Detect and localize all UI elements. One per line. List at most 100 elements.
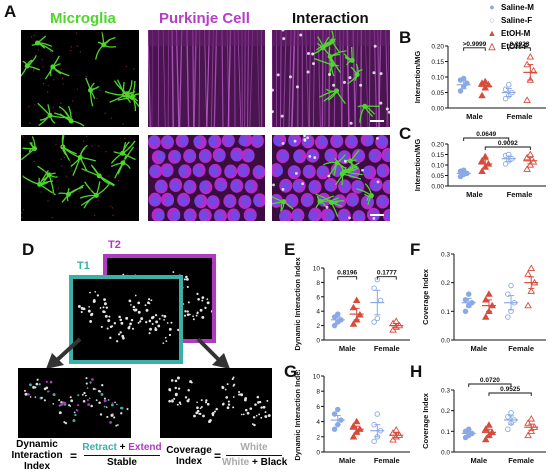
chart-c: 0.00 0.05 0.10 0.15 0.20 Interaction/MG Male Fe… (413, 131, 546, 199)
y-tick-label: 0.00 (431, 106, 444, 113)
y-tick-label: 0.00 (431, 184, 444, 191)
dynamic-result-image (18, 368, 131, 438)
data-point (349, 303, 358, 311)
data-point (529, 66, 538, 74)
data-point (371, 319, 377, 325)
dynamic-fraction-bar (84, 455, 160, 456)
y-axis-label: Dynamic Interaction Index (293, 370, 302, 461)
legend-item-etoh-f: △ EtOH-F (486, 41, 529, 52)
data-point (349, 320, 358, 327)
arrow-right-icon (196, 337, 230, 369)
significance-bracket (463, 47, 486, 51)
header-purkinje: Purkinje Cell (159, 10, 250, 27)
significance-bracket (508, 47, 531, 51)
dynamic-index-label: Dynamic Interaction Index (11, 439, 63, 472)
p-value-label: 0.1777 (377, 270, 397, 277)
legend: ● Saline-M ○ Saline-F ▲ EtOH-M △ EtOH-F (486, 2, 550, 54)
legend-label: Saline-M (501, 2, 534, 12)
y-axis-label: Coverage Index (421, 268, 430, 325)
data-point (523, 96, 531, 103)
t1-frame (69, 275, 183, 364)
y-tick-label: 0.3 (441, 252, 450, 259)
data-point (485, 290, 493, 297)
panel-label-h: H (410, 362, 423, 381)
x-tick-label: Female (507, 112, 533, 121)
data-point (505, 314, 511, 320)
y-tick-label: 0.05 (431, 173, 444, 180)
y-tick-label: 0.2 (441, 408, 450, 415)
y-tick-label: 2 (316, 323, 320, 330)
p-value-label: 0.0720 (480, 377, 500, 384)
retract-term: Retract (82, 442, 117, 453)
coverage-index-label: Coverage Index (166, 445, 212, 467)
micrograph-interaction-bottom (272, 135, 390, 221)
y-tick-label: 0.20 (431, 142, 444, 149)
data-point (352, 296, 361, 304)
data-point (502, 161, 509, 167)
significance-bracket (337, 276, 358, 280)
t1-label: T1 (77, 260, 90, 272)
dynamic-denominator: Stable (106, 457, 137, 468)
data-point (374, 315, 381, 322)
open-circle-icon: ○ (489, 15, 495, 25)
data-point (371, 285, 377, 291)
data-point (481, 313, 490, 320)
chart-g: 0 2 4 6 8 10 Dynamic Interaction Index Male Fema… (293, 370, 410, 465)
y-tick-label: 6 (316, 404, 320, 411)
data-point (478, 167, 486, 174)
dynamic-equals: = (70, 449, 78, 463)
x-tick-label: Male (339, 456, 356, 465)
y-tick-label: 0.2 (441, 280, 450, 287)
coverage-numerator: White (240, 442, 268, 453)
p-value-label: 0.9092 (498, 140, 518, 147)
data-point (505, 426, 511, 433)
legend-label: Saline-F (501, 15, 533, 25)
y-tick-label: 8 (316, 389, 320, 396)
x-tick-label: Male (466, 112, 483, 121)
y-tick-label: 6 (316, 294, 320, 301)
legend-label: EtOH-F (501, 42, 529, 51)
y-axis-label: Dynamic Interaction Index (293, 256, 302, 350)
chart-b: 0.00 0.05 0.10 0.15 0.20 Interaction/MG Male Fe… (413, 41, 546, 121)
data-point (502, 95, 509, 102)
panel-label-f: F (410, 240, 421, 259)
x-tick-label: Female (507, 190, 533, 199)
chart-f: 0.0 0.1 0.2 0.3 Coverage Index Male Female (421, 252, 546, 353)
x-tick-label: Female (374, 456, 400, 465)
data-point (526, 150, 535, 158)
chart-h: 0.0 0.1 0.2 0.3 Coverage Index Male Female 0.07… (421, 377, 546, 465)
p-value-label: 0.0649 (476, 131, 496, 138)
data-point (527, 264, 536, 271)
panel-label-c: C (399, 124, 412, 143)
x-tick-label: Male (470, 344, 487, 353)
x-tick-label: Male (470, 456, 487, 465)
y-tick-label: 0.0 (441, 450, 450, 457)
panel-d-diagram: T2 T1 Dynamic Interaction Index = Retrac… (0, 239, 287, 475)
p-value-label: 0.9525 (500, 386, 520, 393)
y-tick-label: 4 (316, 419, 320, 426)
data-point (352, 417, 361, 425)
y-tick-label: 0 (316, 450, 320, 457)
y-tick-label: 4 (316, 309, 320, 316)
x-tick-label: Male (466, 190, 483, 199)
panel-label-d: D (22, 240, 35, 259)
panel-label-e: E (284, 240, 296, 259)
significance-bracket (488, 392, 532, 396)
data-point (331, 426, 338, 432)
t2-label: T2 (108, 239, 121, 251)
data-point (485, 421, 493, 428)
data-point (392, 426, 401, 433)
data-point (527, 427, 536, 434)
filled-triangle-icon: ▲ (487, 28, 497, 38)
x-tick-label: Female (508, 456, 534, 465)
data-point (465, 426, 472, 433)
p-value-label: 0.0928 (510, 41, 530, 48)
open-triangle-icon: △ (488, 41, 496, 51)
data-point (524, 431, 532, 439)
data-point (465, 291, 472, 297)
y-tick-label: 0.1 (441, 429, 450, 436)
coverage-fraction-bar (226, 455, 282, 456)
micrograph-microglia-bottom (21, 135, 139, 221)
data-point (508, 282, 514, 289)
data-point (505, 414, 511, 420)
